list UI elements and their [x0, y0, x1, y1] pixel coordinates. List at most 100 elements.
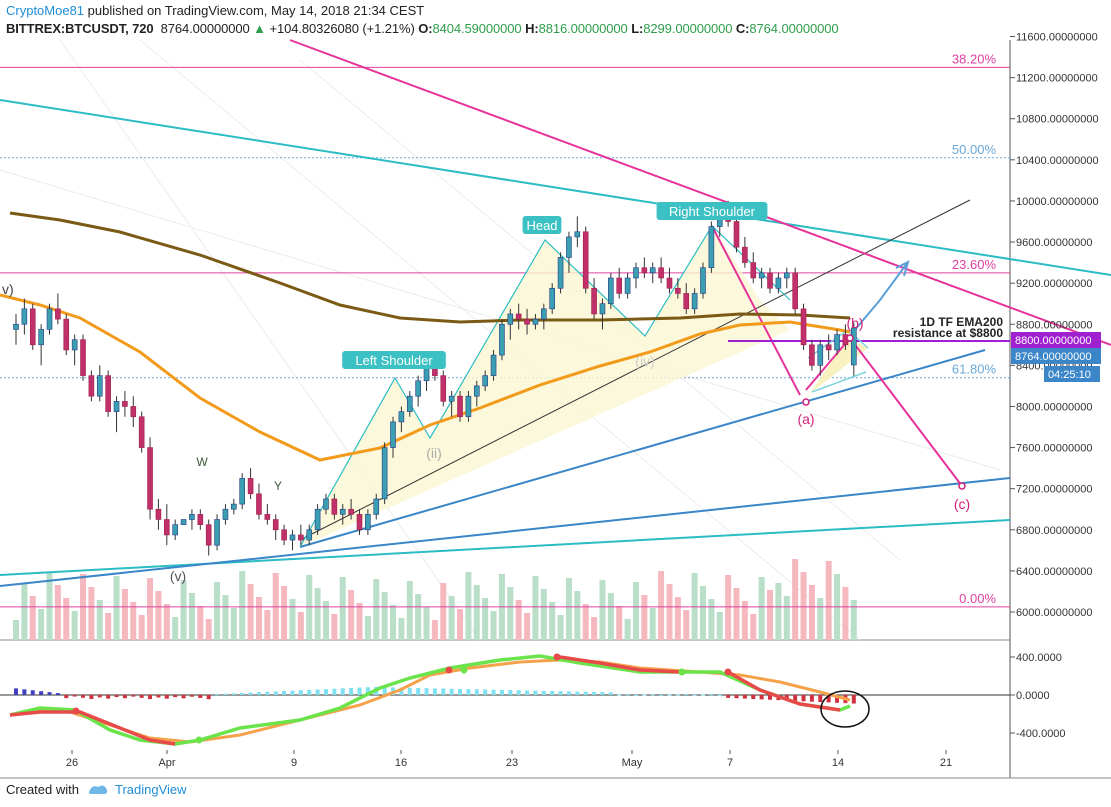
candle-body — [281, 529, 287, 541]
wave-c-label: (c) — [954, 496, 970, 512]
macd-tick-label: 400.0000 — [1016, 652, 1062, 664]
tradingview-brand[interactable]: TradingView — [114, 782, 187, 797]
macd-histogram-bar — [298, 690, 303, 695]
price-label-text: 8800.00000000 — [1015, 335, 1091, 347]
macd-histogram-bar — [692, 694, 697, 696]
volume-bar — [423, 607, 430, 640]
head-shoulders-outline — [299, 225, 791, 548]
macd-histogram-bar — [189, 695, 194, 697]
macd-histogram-bar — [642, 694, 647, 696]
candle-body — [231, 503, 237, 510]
candle-body — [205, 524, 212, 546]
time-tick-label: 14 — [832, 757, 844, 769]
volume-bar — [775, 583, 782, 640]
macd-highlight-circle — [820, 690, 870, 728]
macd-histogram-bar — [248, 692, 253, 695]
candle-body — [817, 344, 824, 366]
volume-bar — [172, 617, 179, 640]
created-with-text: Created with — [6, 782, 79, 797]
volume-bar — [21, 583, 28, 640]
candle-body — [298, 534, 304, 541]
time-tick-label: 16 — [395, 757, 407, 769]
volume-bar — [138, 615, 145, 640]
macd-histogram-bar — [483, 689, 488, 695]
price-axis[interactable]: 11600.00000000 11200.00000000 10800.000000… — [1010, 32, 1101, 741]
macd-histogram-bar — [751, 695, 756, 699]
price-tick-label: 10400.00000000 — [1016, 155, 1099, 167]
publish-info: CryptoMoe81 published on TradingView.com… — [6, 3, 424, 18]
price-tick-label: 6400.00000000 — [1016, 566, 1092, 578]
price-label-box — [1011, 348, 1101, 364]
wave-y-label: Y — [274, 479, 282, 493]
volume-bar — [431, 620, 438, 640]
close-label: C: — [735, 21, 750, 36]
volume-bar — [381, 592, 388, 640]
time-axis[interactable]: 26 Apr 9 16 23 May 7 14 21 — [66, 750, 952, 769]
volume-bar — [733, 588, 740, 640]
time-tick-label: Apr — [158, 757, 175, 769]
volume-bar — [364, 616, 371, 640]
symbol-label: BITTREX:BTCUSDT, 720 — [6, 21, 154, 36]
macd-histogram-bar — [198, 695, 203, 698]
candle-body — [247, 478, 254, 495]
low-label: L: — [631, 21, 644, 36]
macd-histogram-bar — [332, 688, 337, 695]
macd-histogram-bar — [231, 693, 236, 695]
svg-text:Head: Head — [526, 218, 557, 233]
macd-histogram-bar — [633, 694, 638, 696]
candle-body — [180, 519, 187, 525]
volume-bar — [767, 590, 774, 640]
volume-bar — [306, 575, 313, 640]
macd-histogram-bar — [407, 687, 412, 695]
macd-histogram-bar — [717, 694, 722, 696]
macd-histogram-bar — [600, 692, 605, 695]
candle-body — [809, 344, 815, 366]
macd-histogram-bar — [793, 695, 798, 701]
macd-histogram-bar — [315, 689, 320, 695]
wave-b-label: (b) — [846, 315, 863, 331]
volume-bar — [750, 614, 757, 640]
arrow-head-icon — [895, 260, 910, 277]
candle-body — [473, 385, 480, 397]
candle-body — [532, 318, 539, 325]
time-tick-label: 26 — [66, 757, 78, 769]
macd-histogram-bar — [307, 689, 312, 695]
macd-histogram-bar — [592, 691, 597, 695]
volume-bar — [482, 598, 489, 640]
macd-histogram-bar — [47, 692, 52, 695]
macd-histogram-bar — [173, 695, 178, 698]
macd-histogram-bar — [256, 692, 261, 695]
price-tick-label: 7200.00000000 — [1016, 484, 1092, 496]
close-value: 8764.00000000 — [749, 21, 839, 36]
candle-body — [306, 529, 313, 541]
wave-point — [958, 482, 966, 490]
macd-histogram-bar — [223, 693, 228, 695]
candle-body — [633, 267, 639, 279]
author-link[interactable]: CryptoMoe81 — [6, 3, 85, 18]
volume-bar — [817, 598, 824, 640]
candle-body — [507, 313, 514, 325]
volume-bar — [515, 600, 522, 640]
macd-histogram-bar — [617, 694, 622, 696]
volume-bar — [281, 586, 288, 640]
price-tick-label: 7600.00000000 — [1016, 443, 1092, 455]
volume-bar — [247, 584, 254, 640]
macd-histogram-bar — [156, 695, 161, 698]
tradingview-logo-icon[interactable] — [87, 782, 109, 799]
volume-bar — [13, 620, 19, 640]
macd-histogram-bar — [399, 687, 404, 695]
volume-bar — [63, 598, 70, 640]
volume-bar — [440, 583, 447, 640]
volume-bar — [490, 611, 497, 640]
volume-bar — [524, 613, 531, 640]
price-tick-label: 11200.00000000 — [1016, 73, 1098, 85]
macd-histogram-bar — [122, 695, 127, 699]
volume-bar — [507, 587, 514, 640]
macd-histogram-bar — [323, 689, 328, 695]
macd-histogram-bar — [22, 689, 27, 695]
wave-ii-label: (ii) — [426, 445, 442, 461]
candle-body — [742, 246, 748, 263]
candle-body — [189, 514, 195, 520]
footer: Created with TradingView — [6, 782, 187, 799]
